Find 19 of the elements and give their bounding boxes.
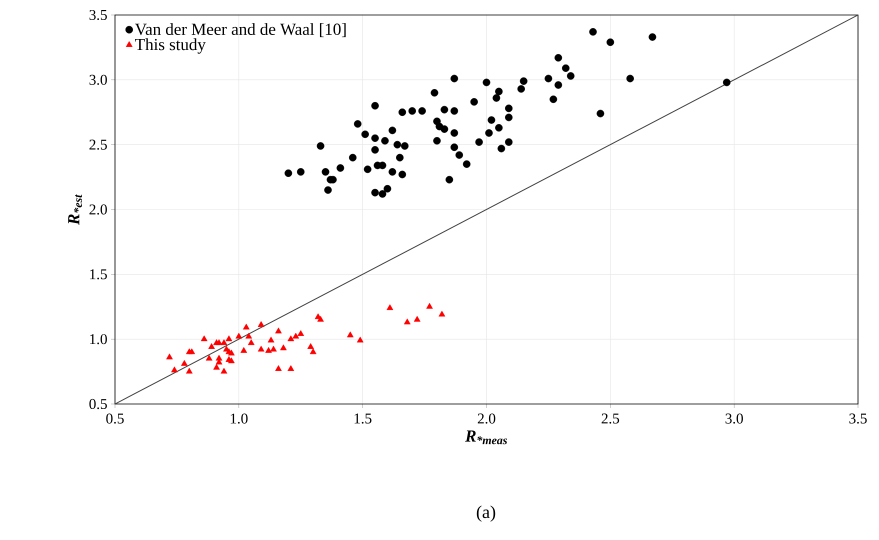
- y-tick-label: 0.5: [89, 398, 107, 410]
- x-tick-label: 2.5: [602, 414, 620, 424]
- y-tick-label: 3.5: [90, 10, 107, 20]
- legend-label: This study: [135, 38, 206, 54]
- y-tick-label: 2.5: [89, 140, 107, 150]
- legend-label: Van der Meer and de Waal [10]: [134, 23, 346, 38]
- x-tick-label: 1.5: [354, 414, 372, 424]
- y-axis-title: R$_{*est}$: [68, 194, 82, 225]
- x-axis-title: R$_{*meas}$: [465, 430, 508, 444]
- x-tick-label: 3.5: [849, 414, 867, 424]
- y-tick-label: 3.0: [90, 74, 107, 85]
- x-tick-label: 0.5: [106, 414, 124, 424]
- x-tick-label: 1.0: [230, 414, 248, 424]
- y-tick-label: 2.0: [89, 204, 107, 215]
- y-tick-label: 1.5: [90, 269, 107, 280]
- x-tick-label: 3.0: [726, 414, 743, 424]
- y-tick-label: 1.0: [90, 334, 107, 344]
- x-tick-label: 2.0: [478, 414, 496, 424]
- text: (a): [476, 506, 496, 522]
